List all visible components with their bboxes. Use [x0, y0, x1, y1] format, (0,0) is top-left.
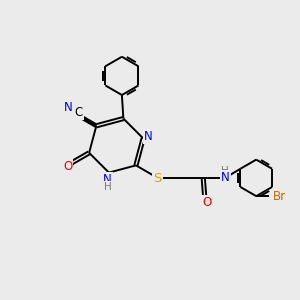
Text: C: C	[75, 106, 83, 119]
Text: N: N	[103, 172, 112, 186]
Text: Br: Br	[273, 190, 286, 202]
Text: N: N	[144, 130, 153, 143]
Text: O: O	[63, 160, 72, 172]
Text: N: N	[221, 171, 230, 184]
Text: N: N	[63, 101, 72, 114]
Text: H: H	[103, 182, 111, 192]
Text: H: H	[221, 167, 229, 176]
Text: S: S	[153, 172, 162, 185]
Text: O: O	[202, 196, 212, 209]
